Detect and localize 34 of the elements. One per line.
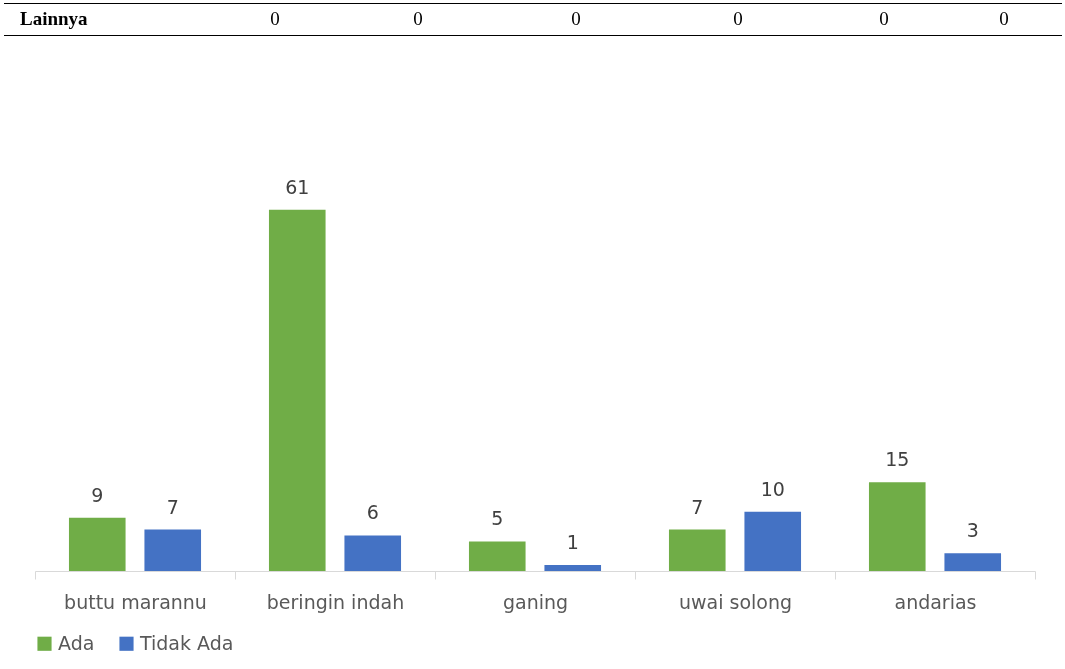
- data-label: 3: [966, 519, 979, 542]
- x-tick-label: beringin indah: [266, 590, 405, 613]
- data-label: 7: [691, 495, 704, 518]
- data-label: 9: [91, 483, 104, 506]
- text: 0: [999, 8, 1009, 30]
- data-label: 6: [366, 501, 379, 524]
- text: 0: [270, 8, 280, 30]
- bar: [468, 541, 526, 571]
- text: Lainnya: [20, 8, 88, 30]
- bar: [68, 517, 126, 571]
- data-label: 5: [491, 507, 504, 530]
- text: 0: [571, 8, 581, 30]
- bar: [868, 482, 926, 571]
- text: 0: [733, 8, 743, 30]
- x-tick-label: ganing: [502, 590, 569, 613]
- text: 0: [879, 8, 889, 30]
- x-tick-label: buttu marannu: [64, 590, 207, 613]
- bar: [944, 553, 1002, 571]
- bar: [144, 529, 202, 571]
- text: 0: [413, 8, 423, 30]
- bar: [744, 511, 802, 571]
- data-label: 1: [566, 531, 579, 554]
- data-label: 7: [166, 495, 179, 518]
- x-tick-label: andarias: [894, 590, 977, 613]
- bar: [268, 209, 326, 571]
- bar: [544, 565, 602, 571]
- data-label: 61: [285, 175, 310, 198]
- bar: [668, 529, 726, 571]
- bar: [344, 535, 402, 571]
- x-tick-label: uwai solong: [678, 590, 793, 613]
- legend-label: Tidak Ada: [139, 631, 234, 654]
- legend-label: Ada: [58, 631, 95, 654]
- data-label: 15: [885, 448, 910, 471]
- data-label: 10: [760, 477, 785, 500]
